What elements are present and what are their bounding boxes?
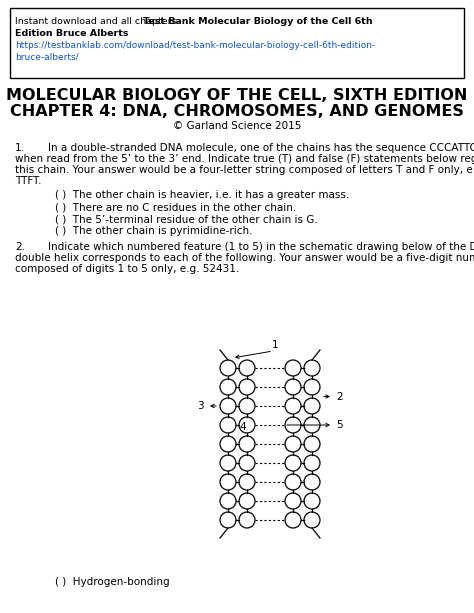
Text: this chain. Your answer would be a four-letter string composed of letters T and : this chain. Your answer would be a four-… [15, 165, 474, 175]
Text: double helix corresponds to each of the following. Your answer would be a five-d: double helix corresponds to each of the … [15, 253, 474, 263]
Text: ( )  The other chain is pyrimidine-rich.: ( ) The other chain is pyrimidine-rich. [55, 226, 253, 236]
FancyBboxPatch shape [10, 8, 464, 78]
Text: © Garland Science 2015: © Garland Science 2015 [173, 121, 301, 131]
Text: TTFT.: TTFT. [15, 176, 42, 186]
Text: MOLECULAR BIOLOGY OF THE CELL, SIXTH EDITION: MOLECULAR BIOLOGY OF THE CELL, SIXTH EDI… [6, 88, 468, 103]
Text: 2: 2 [336, 392, 343, 402]
Text: 3: 3 [197, 401, 204, 411]
Text: Test Bank Molecular Biology of the Cell 6th: Test Bank Molecular Biology of the Cell … [143, 17, 373, 26]
Text: ( )  Hydrogen-bonding: ( ) Hydrogen-bonding [55, 577, 170, 587]
Text: 5: 5 [336, 420, 343, 430]
Text: composed of digits 1 to 5 only, e.g. 52431.: composed of digits 1 to 5 only, e.g. 524… [15, 264, 239, 274]
Text: 4: 4 [240, 422, 246, 432]
Text: Edition Bruce Alberts: Edition Bruce Alberts [15, 29, 128, 38]
Text: Indicate which numbered feature (1 to 5) in the schematic drawing below of the D: Indicate which numbered feature (1 to 5)… [48, 242, 474, 252]
Text: ( )  The 5’-terminal residue of the other chain is G.: ( ) The 5’-terminal residue of the other… [55, 214, 318, 224]
Text: 2.: 2. [15, 242, 25, 252]
Text: 1: 1 [272, 340, 278, 350]
Text: https://testbanklab.com/download/test-bank-molecular-biology-cell-6th-edition-: https://testbanklab.com/download/test-ba… [15, 41, 375, 50]
Text: CHAPTER 4: DNA, CHROMOSOMES, AND GENOMES: CHAPTER 4: DNA, CHROMOSOMES, AND GENOMES [10, 104, 464, 119]
Text: when read from the 5’ to the 3’ end. Indicate true (T) and false (F) statements : when read from the 5’ to the 3’ end. Ind… [15, 154, 474, 164]
Text: ( )  The other chain is heavier, i.e. it has a greater mass.: ( ) The other chain is heavier, i.e. it … [55, 190, 349, 200]
Text: 1.: 1. [15, 143, 25, 153]
Text: bruce-alberts/: bruce-alberts/ [15, 53, 79, 62]
Text: ( )  There are no C residues in the other chain.: ( ) There are no C residues in the other… [55, 202, 296, 212]
Text: In a double-stranded DNA molecule, one of the chains has the sequence CCCATTCTA: In a double-stranded DNA molecule, one o… [48, 143, 474, 153]
Text: Instant download and all chapters: Instant download and all chapters [15, 17, 180, 26]
